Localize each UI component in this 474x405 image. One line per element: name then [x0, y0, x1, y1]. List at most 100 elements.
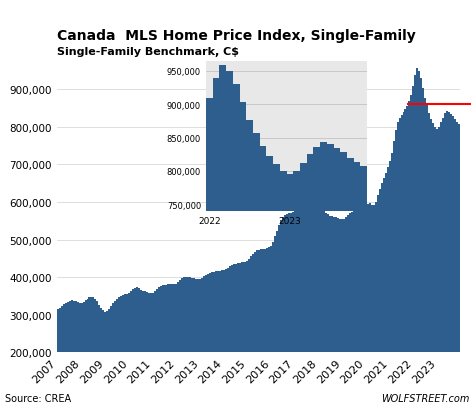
Bar	[446, 111, 448, 405]
Bar	[209, 273, 211, 405]
Bar	[268, 248, 270, 405]
Bar	[406, 107, 409, 405]
Bar	[311, 202, 314, 405]
Bar	[150, 293, 152, 405]
Bar	[440, 123, 442, 405]
Bar	[77, 302, 79, 405]
Bar	[94, 299, 96, 405]
Bar	[172, 285, 173, 405]
Bar	[69, 301, 71, 405]
Bar	[397, 123, 399, 405]
Bar	[272, 242, 274, 405]
Bar	[404, 110, 406, 405]
Bar	[424, 99, 426, 405]
Bar	[231, 265, 233, 405]
Bar	[353, 212, 355, 405]
Bar	[412, 87, 414, 405]
Bar	[314, 203, 316, 405]
Bar	[73, 301, 74, 405]
Text: Source: CREA: Source: CREA	[5, 393, 71, 403]
Bar	[292, 213, 294, 405]
Bar	[116, 299, 118, 405]
Bar	[179, 280, 181, 405]
Bar	[152, 293, 154, 405]
Bar	[164, 285, 165, 405]
Bar	[458, 125, 460, 405]
Bar	[213, 272, 215, 405]
Bar	[284, 215, 286, 405]
Bar	[201, 278, 203, 405]
Bar	[335, 217, 337, 405]
Bar	[302, 191, 304, 405]
Bar	[409, 102, 410, 405]
Bar	[300, 194, 302, 405]
Bar	[256, 251, 258, 405]
Bar	[61, 306, 63, 405]
Bar	[146, 292, 148, 405]
Bar	[84, 301, 86, 405]
Bar	[448, 113, 450, 405]
Bar	[240, 263, 243, 405]
Bar	[245, 262, 246, 405]
Bar	[270, 246, 272, 405]
Bar	[106, 311, 108, 405]
Bar	[401, 116, 402, 405]
Bar	[235, 264, 237, 405]
Bar	[318, 204, 319, 405]
Bar	[379, 190, 381, 405]
Bar	[86, 299, 89, 405]
Bar	[142, 291, 144, 405]
Bar	[140, 290, 142, 405]
Bar	[391, 153, 392, 405]
Bar	[298, 199, 300, 405]
Bar	[79, 304, 81, 405]
Bar	[280, 221, 282, 405]
Bar	[296, 206, 298, 405]
Bar	[67, 302, 69, 405]
Bar	[333, 217, 336, 405]
Bar	[416, 68, 418, 405]
Bar	[197, 279, 199, 405]
Bar	[205, 275, 207, 405]
Bar	[367, 205, 369, 405]
Bar	[165, 285, 167, 405]
Bar	[428, 113, 430, 405]
Bar	[255, 252, 256, 405]
Bar	[108, 309, 110, 405]
Bar	[389, 162, 391, 405]
Bar	[118, 298, 120, 405]
Bar	[217, 271, 219, 405]
Bar	[185, 277, 187, 405]
Bar	[377, 196, 379, 405]
Bar	[126, 294, 128, 405]
Bar	[92, 298, 94, 405]
Bar	[276, 231, 278, 405]
Bar	[294, 211, 296, 405]
Bar	[385, 173, 387, 405]
Bar	[304, 192, 306, 405]
Bar	[369, 203, 371, 405]
Bar	[420, 79, 422, 405]
Bar	[365, 207, 367, 405]
Bar	[124, 295, 126, 405]
Bar	[233, 265, 235, 405]
Bar	[375, 202, 377, 405]
Bar	[71, 301, 73, 405]
Bar	[323, 211, 326, 405]
Bar	[410, 96, 412, 405]
Bar	[278, 226, 280, 405]
Bar	[154, 292, 155, 405]
Bar	[57, 309, 59, 405]
Bar	[167, 285, 169, 405]
Bar	[175, 284, 177, 405]
Bar	[274, 237, 276, 405]
Bar	[288, 213, 290, 405]
Bar	[144, 292, 146, 405]
Bar	[452, 117, 454, 405]
Bar	[112, 304, 114, 405]
Bar	[223, 271, 225, 405]
Bar	[189, 278, 191, 405]
Bar	[221, 271, 223, 405]
Bar	[442, 118, 444, 405]
Bar	[128, 294, 130, 405]
